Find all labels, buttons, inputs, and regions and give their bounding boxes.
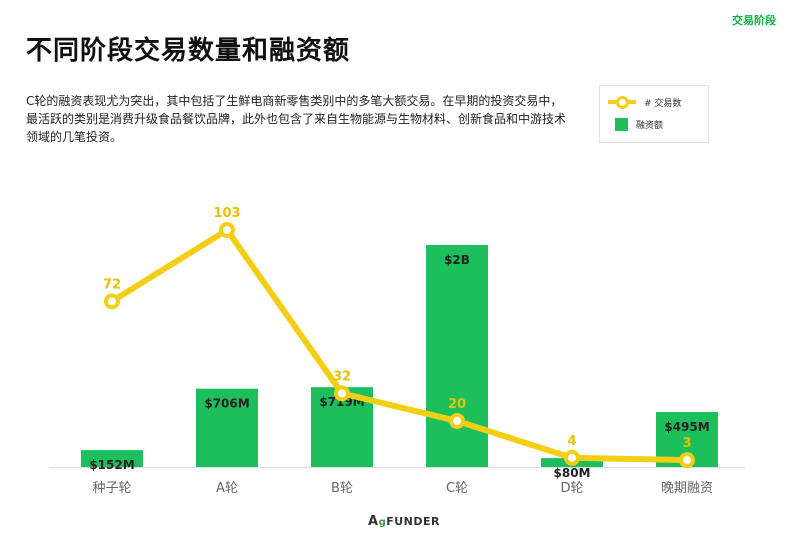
bar-value-label-1: $706M bbox=[204, 397, 249, 411]
page-title: 不同阶段交易数量和融资额 bbox=[26, 36, 351, 66]
x-tick-label-1: A轮 bbox=[216, 481, 238, 496]
deals-point-3 bbox=[449, 412, 465, 429]
bar-1 bbox=[196, 388, 258, 467]
description-text: C轮的融资表现尤为突出，其中包括了生鲜电商新零售类别中的多笔大额交易。在早期的投… bbox=[26, 94, 567, 144]
x-tick-label-3: C轮 bbox=[446, 481, 468, 496]
deals-point-1 bbox=[219, 222, 235, 238]
legend-deals-label: # 交易数 bbox=[644, 98, 682, 109]
bar-value-label-0: $152M bbox=[89, 458, 134, 472]
x-tick-label-5: 晚期融资 bbox=[661, 481, 713, 496]
deals-point-2 bbox=[334, 385, 350, 402]
section-tag: 交易阶段 bbox=[732, 14, 776, 27]
legend-bar-marker-icon bbox=[615, 118, 628, 131]
bar-3 bbox=[426, 245, 488, 467]
bar-0 bbox=[81, 450, 143, 467]
x-tick-label-4: D轮 bbox=[560, 481, 583, 496]
chart-legend: # 交易数 融资额 bbox=[599, 85, 709, 143]
legend-funding-label: 融资额 bbox=[636, 121, 664, 131]
deals-value-label-0: 72 bbox=[103, 277, 121, 292]
deals-value-label-4: 4 bbox=[567, 434, 576, 449]
bar-value-label-3: $2B bbox=[444, 253, 470, 267]
legend-deals: # 交易数 bbox=[608, 95, 681, 109]
deals-value-label-1: 103 bbox=[213, 206, 240, 221]
legend-funding: 融资额 bbox=[608, 118, 663, 131]
deals-point-4 bbox=[564, 449, 580, 466]
x-tick-label-0: 种子轮 bbox=[92, 481, 131, 496]
deals-value-label-3: 20 bbox=[448, 397, 466, 412]
deals-value-label-5: 3 bbox=[682, 436, 691, 451]
bar-value-label-4: $80M bbox=[554, 466, 591, 480]
deals-value-label-2: 32 bbox=[333, 369, 351, 384]
x-tick-label-2: B轮 bbox=[331, 481, 353, 496]
legend-line-marker-icon bbox=[608, 95, 636, 109]
deals-point-0 bbox=[104, 293, 120, 310]
bar-value-label-5: $495M bbox=[664, 420, 709, 434]
deals-point-5 bbox=[679, 452, 695, 469]
agfunder-logo: AgFUNDER bbox=[368, 514, 441, 529]
deals-line bbox=[109, 227, 690, 464]
